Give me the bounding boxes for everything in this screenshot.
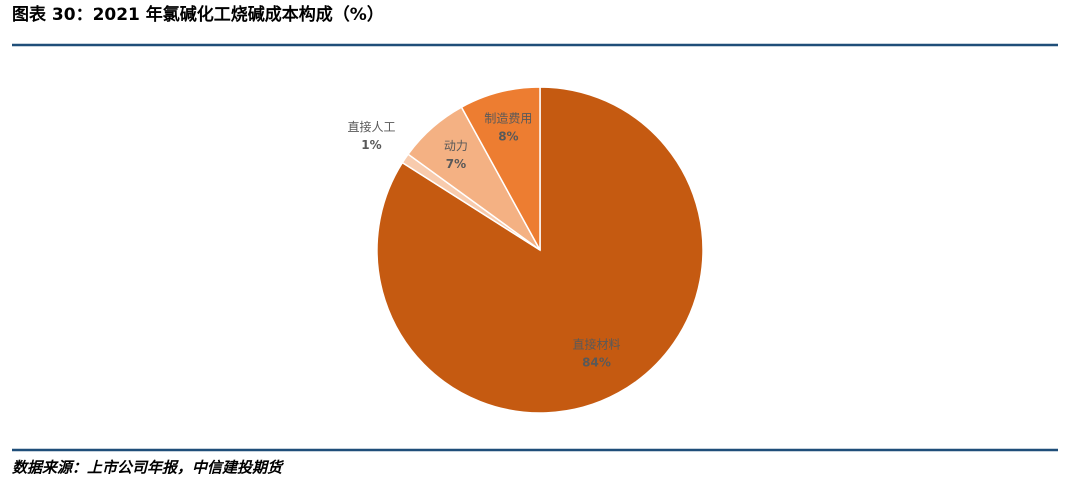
pie-slice [460, 86, 541, 251]
slice-value-label: 1% [361, 138, 381, 152]
slice-label: 动力 [444, 139, 468, 153]
source: 数据来源：上市公司年报，中信建投期货 [12, 459, 285, 477]
slice-label: 直接人工 [347, 119, 395, 134]
chart-title: 图表 30：2021 年氯碱化工烧碱成本构成（%） [12, 4, 384, 25]
slice-label: 直接材料 [573, 336, 621, 351]
slice-value-label: 84% [582, 355, 611, 369]
slice-value-label: 7% [446, 157, 466, 171]
slice-label: 制造费用 [484, 111, 532, 125]
slice-value-label: 8% [498, 129, 518, 143]
